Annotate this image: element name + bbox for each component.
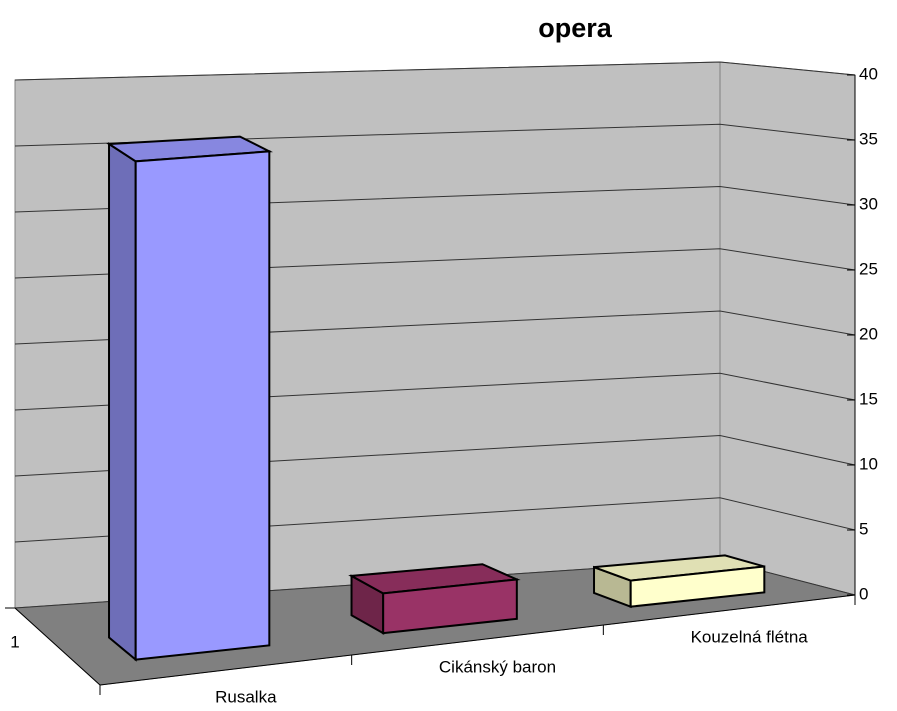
depth-label: 1 (10, 632, 19, 651)
y-tick-label: 20 (859, 324, 878, 343)
bar-side (108, 142, 137, 662)
grid-line (14, 123, 856, 147)
bar-front (382, 578, 518, 635)
x-tick-label: Kouzelná flétna (691, 627, 809, 646)
y-tick-label: 10 (859, 454, 878, 473)
y-tick-label: 25 (859, 259, 878, 278)
y-tick-label: 30 (859, 194, 878, 213)
y-tick-label: 0 (859, 584, 868, 603)
bar-front (134, 150, 271, 661)
side-wall (719, 61, 856, 596)
y-tick-label: 5 (859, 519, 868, 538)
x-tick-label: Rusalka (215, 687, 277, 706)
y-tick-label: 15 (859, 389, 878, 408)
grid-line (14, 61, 856, 81)
bar-front (629, 565, 766, 608)
depth-axis (14, 607, 101, 686)
y-tick-label: 35 (859, 129, 878, 148)
chart-title: opera (538, 13, 613, 43)
x-axis (99, 594, 856, 686)
x-tick-label: Cikánský baron (439, 657, 556, 676)
y-tick-label: 40 (859, 64, 878, 83)
